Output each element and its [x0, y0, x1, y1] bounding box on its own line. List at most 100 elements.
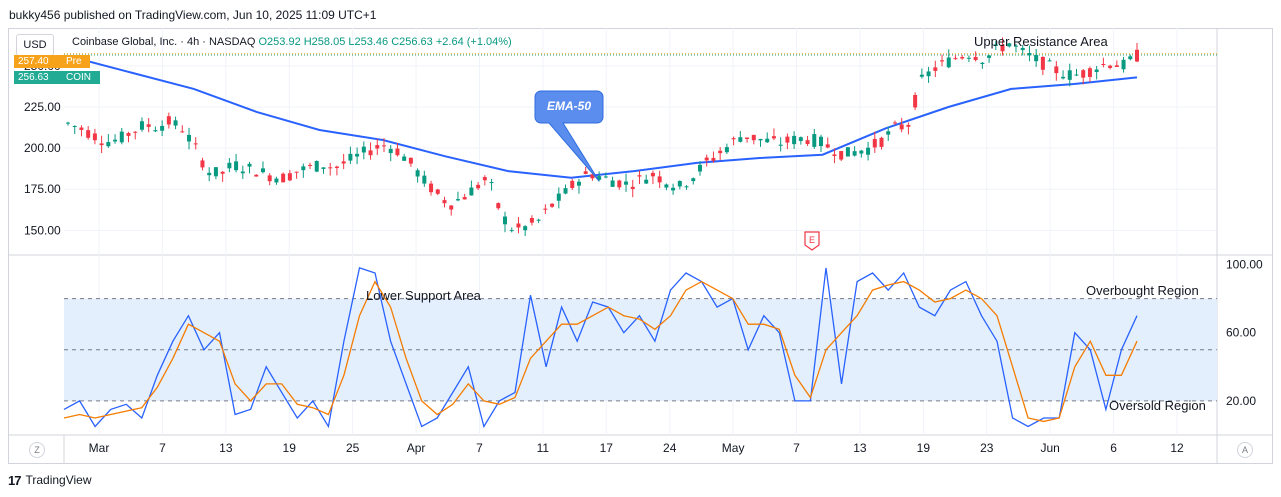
annotations-group: Upper Resistance Area Lower Support Area… — [366, 34, 1206, 413]
candle-down — [570, 180, 575, 189]
candle-up — [886, 131, 891, 135]
candle-down — [1114, 65, 1119, 67]
candle-up — [348, 153, 353, 161]
candle-down — [650, 172, 655, 177]
candle-up — [240, 171, 245, 174]
candle-down — [1054, 66, 1059, 74]
ema-callout-bubble — [534, 90, 604, 182]
candle-up — [677, 181, 682, 187]
earnings-marker-label: E — [809, 235, 815, 245]
candle-down — [872, 138, 877, 148]
candle-down — [590, 174, 595, 179]
candle-up — [859, 150, 864, 154]
candle-down — [126, 133, 131, 136]
candles-group — [66, 37, 1139, 237]
publisher-bar: bukky456 published on TradingView.com, J… — [0, 0, 1281, 28]
overbought-label: Overbought Region — [1086, 283, 1199, 298]
candle-down — [1081, 70, 1086, 78]
candle-down — [529, 217, 534, 223]
candle-up — [247, 163, 252, 167]
ohlc-values: O253.92 H258.05 L253.46 C256.63 +2.64 (+… — [258, 36, 512, 48]
footer-brand[interactable]: 17 TradingView — [8, 470, 92, 490]
candle-up — [274, 178, 279, 183]
candle-up — [778, 144, 783, 146]
candle-up — [415, 170, 420, 177]
time-tick-label: 7 — [476, 441, 483, 455]
chart-frame — [8, 28, 1273, 464]
candle-down — [704, 157, 709, 161]
candle-down — [1108, 65, 1113, 68]
candle-down — [99, 143, 104, 146]
price-tick-label: 225.00 — [24, 100, 61, 114]
auto-scale-button[interactable]: A — [1237, 442, 1253, 458]
time-tick-label: 25 — [346, 441, 360, 455]
candle-down — [913, 94, 918, 108]
candle-up — [556, 193, 561, 201]
candle-up — [987, 55, 992, 58]
candle-up — [644, 179, 649, 184]
ema-50-line — [67, 55, 1138, 179]
candle-down — [442, 200, 447, 204]
currency-button[interactable]: USD — [16, 34, 54, 56]
timezone-toggle-button[interactable]: Z — [29, 442, 45, 458]
candle-up — [66, 122, 70, 124]
candle-down — [368, 150, 373, 156]
candle-up — [1034, 54, 1039, 62]
candle-up — [1027, 53, 1032, 56]
candle-up — [187, 134, 192, 142]
candle-down — [79, 127, 84, 130]
candle-up — [455, 199, 460, 201]
time-tick-label: 11 — [537, 441, 550, 455]
candle-down — [341, 161, 346, 164]
candle-up — [919, 74, 924, 77]
candle-down — [146, 124, 151, 127]
candle-up — [624, 181, 629, 185]
pre-market-label-badge: Pre — [62, 55, 90, 68]
candle-down — [805, 140, 810, 145]
candle-down — [630, 186, 635, 189]
candle-down — [281, 173, 286, 183]
candle-up — [603, 176, 608, 178]
candle-down — [953, 58, 958, 60]
candle-up — [684, 186, 689, 188]
candle-up — [1094, 69, 1099, 73]
candle-up — [792, 135, 797, 145]
candle-down — [892, 122, 897, 124]
candle-up — [765, 138, 770, 143]
publisher-text: bukky456 published on TradingView.com, J… — [9, 8, 377, 22]
candle-up — [980, 62, 985, 64]
stoch-tick-label: 20.00 — [1226, 394, 1256, 408]
price-tick-label: 200.00 — [24, 141, 61, 155]
candle-up — [119, 131, 124, 143]
candle-down — [657, 176, 662, 183]
pre-market-price-badge: 257.40 — [14, 55, 62, 68]
candle-up — [523, 226, 528, 231]
candle-down — [960, 56, 965, 59]
candle-down — [1101, 63, 1106, 65]
candle-up — [1128, 56, 1133, 60]
candle-down — [86, 130, 91, 138]
symbol-ticker-badge: COIN — [62, 71, 100, 84]
stoch-d-line — [63, 280, 1138, 423]
candle-up — [213, 167, 218, 177]
candle-up — [1061, 76, 1066, 79]
candle-down — [180, 131, 185, 133]
time-tick-label: 19 — [917, 441, 931, 455]
candle-down — [1135, 49, 1139, 62]
candle-up — [355, 153, 360, 157]
candle-down — [254, 174, 259, 177]
candle-down — [449, 205, 454, 210]
oversold-label: Oversold Region — [1109, 398, 1206, 413]
earnings-marker-icon[interactable] — [804, 231, 820, 251]
candle-down — [731, 138, 736, 140]
candle-down — [516, 223, 521, 228]
last-price-badge: 256.63 — [14, 71, 62, 84]
candle-up — [361, 146, 366, 153]
time-tick-label: 7 — [159, 441, 166, 455]
candle-up — [503, 216, 508, 225]
candle-up — [1020, 47, 1025, 51]
candle-down — [328, 167, 333, 169]
candle-up — [469, 187, 474, 196]
candle-down — [543, 208, 548, 210]
